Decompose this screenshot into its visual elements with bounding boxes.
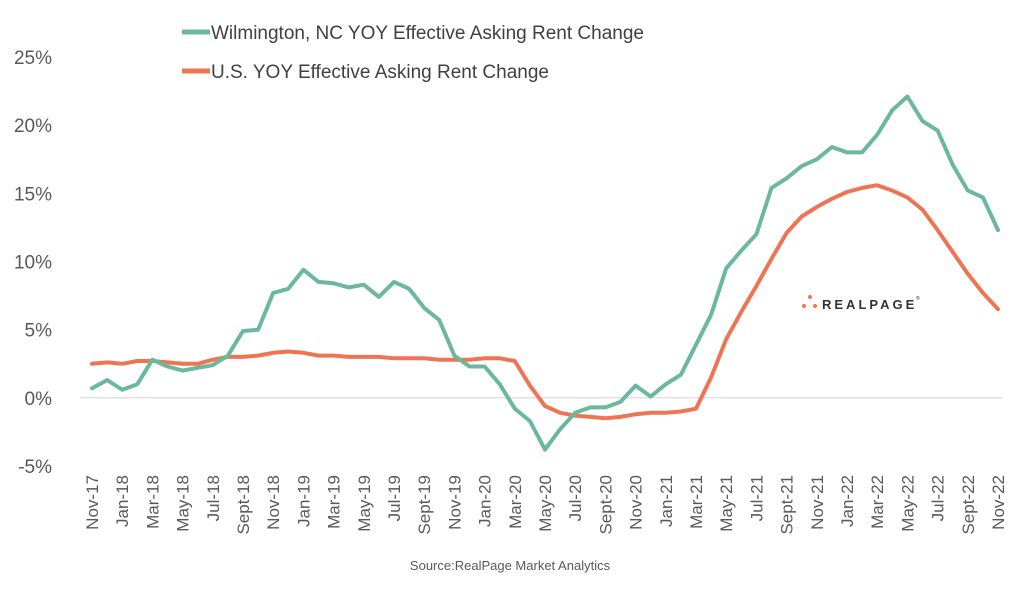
- x-tick-label: Mar-19: [325, 475, 344, 529]
- x-tick-label: May-20: [536, 475, 555, 532]
- logo-dot-right: [813, 304, 817, 308]
- x-tick-label: Jul-21: [747, 475, 766, 521]
- x-tick-label: May-18: [174, 475, 193, 532]
- logo-dot-left: [802, 304, 806, 308]
- legend-label-wilmington: Wilmington, NC YOY Effective Asking Rent…: [211, 23, 644, 44]
- x-tick-label: Mar-20: [506, 475, 525, 529]
- x-tick-label: May-22: [898, 475, 917, 532]
- y-tick-label: 25%: [14, 48, 52, 69]
- x-tick-label: Jul-22: [929, 475, 948, 521]
- x-tick-label: Nov-19: [445, 475, 464, 530]
- x-tick-label: May-19: [355, 475, 374, 532]
- logo-trademark: ®: [916, 295, 920, 302]
- x-tick-label: Sept-21: [778, 475, 797, 535]
- logo-dot-top: [808, 295, 812, 299]
- series-line-us: [90, 183, 1000, 421]
- x-tick-label: Nov-20: [627, 475, 646, 530]
- x-tick-label: Jan-20: [476, 475, 495, 527]
- x-tick-label: Jul-19: [385, 475, 404, 521]
- source-note: Source:RealPage Market Analytics: [410, 558, 611, 573]
- x-tick-label: Nov-21: [808, 475, 827, 530]
- x-tick-label: Mar-18: [143, 475, 162, 529]
- realpage-logo: REALPAGE ®: [802, 295, 920, 312]
- x-tick-label: Nov-17: [83, 475, 102, 530]
- y-tick-label: 0%: [25, 389, 53, 410]
- x-tick-label: Sept-20: [596, 475, 615, 535]
- x-tick-label: Nov-22: [989, 475, 1008, 530]
- x-tick-label: Sept-18: [234, 475, 253, 535]
- legend-item-us: U.S. YOY Effective Asking Rent Change: [182, 62, 549, 83]
- legend-label-us: U.S. YOY Effective Asking Rent Change: [211, 62, 549, 83]
- series-line-wilmington: [90, 94, 1000, 452]
- legend: Wilmington, NC YOY Effective Asking Rent…: [182, 23, 644, 83]
- y-tick-label: 5%: [25, 321, 53, 342]
- x-tick-label: Jan-22: [838, 475, 857, 527]
- series-layer: [90, 94, 1000, 452]
- y-tick-label: 20%: [14, 116, 52, 137]
- x-tick-label: May-21: [717, 475, 736, 532]
- x-tick-label: Mar-22: [868, 475, 887, 529]
- logo-text: REALPAGE: [822, 297, 917, 312]
- x-tick-label: Sept-22: [959, 475, 978, 535]
- x-tick-label: Sept-19: [415, 475, 434, 535]
- x-axis: Nov-17 Jan-18 Mar-18 May-18 Jul-18 Sept-18 Nov…: [83, 475, 1008, 535]
- y-tick-label: -5%: [18, 457, 52, 478]
- legend-item-wilmington: Wilmington, NC YOY Effective Asking Rent…: [182, 23, 644, 44]
- y-tick-label: 15%: [14, 184, 52, 205]
- x-tick-label: Jul-20: [566, 475, 585, 521]
- y-tick-label: 10%: [14, 253, 52, 274]
- x-tick-label: Jan-21: [657, 475, 676, 527]
- y-axis: -5% 0% 5% 10% 15% 20% 25%: [14, 48, 52, 478]
- x-tick-label: Jul-18: [204, 475, 223, 521]
- x-tick-label: Jan-19: [294, 475, 313, 527]
- x-tick-label: Jan-18: [113, 475, 132, 527]
- x-tick-label: Nov-18: [264, 475, 283, 530]
- x-tick-label: Mar-21: [687, 475, 706, 529]
